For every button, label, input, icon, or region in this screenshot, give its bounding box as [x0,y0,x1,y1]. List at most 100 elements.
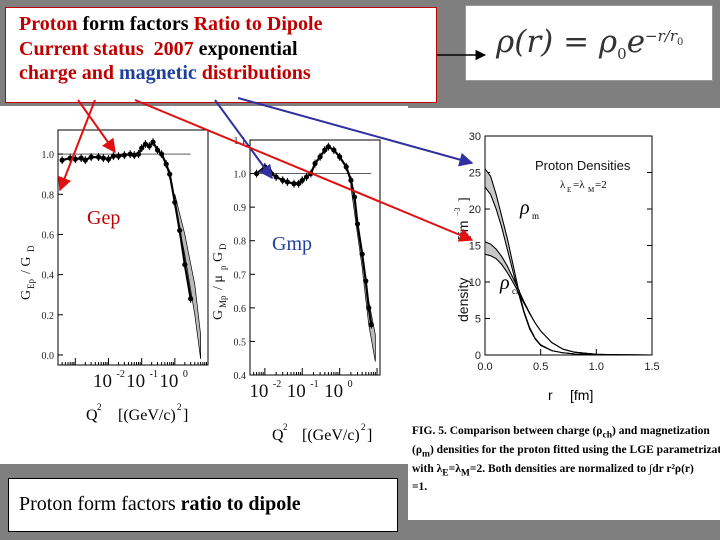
x-tick-label: 10 [159,371,178,392]
formula-lhs: ρ(r) = ρ [496,24,618,60]
title-line-3: charge and magnetic distributions [19,61,436,86]
formula-sub: 0 [617,45,627,64]
x-tick-label: 10 [126,371,145,392]
y-tick-label: 0.4 [234,371,247,382]
density-y-tick-label: 0 [475,350,481,362]
y-tick-label: 1.1 [234,136,247,147]
x-tick-exponent: -1 [150,369,158,380]
fig-caption-l2-end: ) densities for the proton fitted using … [429,443,720,456]
x-tick-label: 10 [324,381,343,402]
model-band [350,180,376,362]
density-y-tick-label: 10 [469,277,481,289]
formula-exp-text: −r/r [645,26,678,45]
density-x-tick-label: 1.0 [589,361,604,373]
density-x-tick-label: 0.0 [477,361,492,373]
fig-caption-l3-sub2: M [460,466,470,478]
density-plot-panel [408,108,720,520]
gep-axis-sub-d: D [26,245,36,252]
density-subtitle-e: E [567,186,571,194]
figure-caption: FIG. 5. Comparison between charge (ρch) … [412,424,720,496]
gep-axis-sub: Ep [26,279,36,289]
density-ylabel-close: ] [457,197,472,202]
data-curve [61,140,192,299]
title-form-factors: form factors [77,13,194,35]
density-y-tick-label: 30 [469,131,481,143]
arrow-to-gep-axis [58,99,96,192]
caption-proton: Proton [19,493,73,515]
arrow-to-gmp [214,99,273,180]
gep-xlabel-q-exp: 2 [97,402,102,412]
density-title: Proton Densities [535,158,631,173]
fig-caption-l2: (ρ [412,443,422,456]
plot-frame [57,129,209,366]
gmp-axis-sub-d: D [218,243,228,250]
plot-frame [249,139,381,376]
x-tick-exponent: 0 [183,369,188,380]
density-curve-lower [484,186,653,356]
title-magnetic: magnetic [119,62,197,84]
density-rho-m-label: ρ [519,197,530,219]
density-subtitle-eq: =λ [573,179,585,191]
gep-axis-label: G [19,290,34,300]
y-tick-label: 0.9 [234,203,247,214]
gep-label: Gep [87,207,120,229]
fig-caption-l1-sub: ch [602,429,613,441]
title-line-1: Proton form factors Ratio to Dipole [19,12,436,37]
chart-proton-densities: 0 5 10 15 20 25 30 0.0 0.5 1.0 1.5 Proton Densities… [453,131,660,403]
density-x-tick-label: 1.5 [644,361,659,373]
gmp-xlabel-units: [(GeV/c) [302,427,360,444]
gep-xlabel-q: Q [86,407,98,424]
title-charge-and: charge and [19,62,119,84]
gmp-axis-label: G [211,310,226,320]
density-ylabel: density [455,278,471,322]
title-exponential: exponential [193,37,298,60]
formula-box: ρ(r) = ρ0e−r/r0 [465,5,713,81]
density-y-tick-label: 25 [469,168,481,180]
y-tick-label: 0.4 [42,271,55,282]
density-formula: ρ(r) = ρ0e−r/r0 [496,24,683,63]
y-tick-label: 0.6 [42,230,55,241]
gep-xlabel-units: [(GeV/c) [118,407,176,424]
fig-caption-l1-end: ) and magnetization [612,425,710,437]
density-xlabel-r: r [548,387,553,403]
fig-caption-line-2: (ρm) densities for the proton fitted usi… [412,443,720,462]
x-tick-exponent: -1 [310,379,318,390]
gmp-axis-g: G [211,252,226,262]
title-proton: Proton [19,13,78,35]
x-tick-exponent: 0 [348,379,353,390]
x-tick-label: 10 [249,381,268,402]
slide-title-box: Proton form factors Ratio to Dipole Curr… [5,7,437,103]
density-y-tick-label: 20 [469,204,481,216]
density-y-tick-label: 15 [469,241,481,253]
gep-xlabel-units-exp: 2 [177,402,182,412]
gmp-xlabel-units-exp: 2 [361,422,366,432]
y-tick-label: 0.0 [42,351,55,362]
fig-caption-l4: =1. [412,481,428,494]
data-curve [255,145,373,325]
x-tick-label: 10 [93,371,112,392]
y-tick-label: 1.0 [42,150,55,161]
fig-caption-l2-sub: m [421,448,430,460]
title-distributions: distributions [196,62,311,84]
y-tick-label: 0.7 [234,270,247,281]
y-tick-label: 0.6 [234,304,247,315]
y-tick-label: 0.8 [42,190,55,201]
fig-caption-line-3: with λE=λM=2. Both densities are normali… [412,462,712,481]
left-plots-panel [0,106,408,464]
gmp-axis-sub-p: p [218,265,228,270]
gmp-axis-mu: / μ [211,275,226,290]
density-subtitle-lambda: λ [560,179,566,191]
gep-xlabel-close: ] [183,407,188,424]
y-tick-label: 0.2 [42,311,55,322]
density-subtitle-m: M [588,186,595,194]
density-subtitle-two: =2 [595,179,607,191]
density-y-tick-label: 5 [475,314,481,326]
x-tick-label: 10 [287,381,306,402]
x-tick-exponent: -2 [117,369,125,380]
density-curve-lower [484,253,653,356]
arrow-to-rho-ch [134,99,474,242]
fig-caption-l1: FIG. 5. Comparison between charge (ρ [412,425,603,437]
density-xlabel-units: [fm] [570,387,593,403]
